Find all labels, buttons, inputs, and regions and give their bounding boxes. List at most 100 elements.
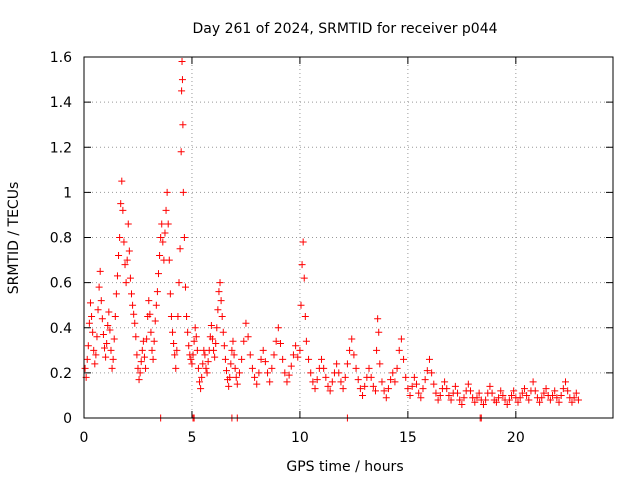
data-point [301, 312, 309, 320]
data-point [443, 385, 451, 393]
data-point [441, 378, 449, 386]
data-point [350, 351, 358, 359]
data-point [122, 279, 130, 287]
data-point [128, 290, 136, 298]
data-point [281, 369, 289, 377]
data-point [197, 385, 205, 393]
data-point [380, 387, 388, 395]
data-point [147, 328, 155, 336]
data-point [270, 351, 278, 359]
data-point [518, 389, 526, 397]
data-point [142, 364, 150, 372]
data-point [410, 373, 418, 381]
data-point [542, 385, 550, 393]
data-point [174, 312, 182, 320]
data-point [538, 394, 546, 402]
data-point [172, 364, 180, 372]
data-point [272, 337, 280, 345]
data-point [134, 364, 142, 372]
data-point [230, 351, 238, 359]
data-point [163, 188, 171, 196]
data-point [106, 326, 114, 334]
data-point [341, 373, 349, 381]
data-point [149, 355, 157, 363]
x-tick-label: 20 [507, 430, 525, 446]
data-point [96, 267, 104, 275]
data-point [570, 394, 578, 402]
data-point [176, 245, 184, 253]
data-point [365, 364, 373, 372]
data-point [226, 373, 234, 381]
data-point [167, 312, 175, 320]
data-point [208, 335, 216, 343]
data-point [259, 346, 267, 354]
data-point [553, 394, 561, 402]
data-point [201, 351, 209, 359]
data-point [248, 364, 256, 372]
data-point [408, 382, 416, 390]
data-point [109, 355, 117, 363]
x-axis-label: GPS time / hours [286, 459, 403, 475]
data-point [173, 346, 181, 354]
data-point [402, 373, 410, 381]
data-point [189, 351, 197, 359]
data-point [492, 398, 500, 406]
data-point [395, 346, 403, 354]
data-point [423, 367, 431, 375]
data-point [242, 319, 250, 327]
data-point [298, 261, 306, 269]
data-point [129, 301, 137, 309]
data-point [529, 378, 537, 386]
data-point [488, 389, 496, 397]
data-point [135, 376, 143, 384]
data-point [495, 394, 503, 402]
data-point [318, 355, 326, 363]
data-point [107, 346, 115, 354]
y-tick-label: 0.2 [50, 366, 72, 382]
data-point [520, 385, 528, 393]
data-point [178, 58, 186, 66]
data-point [482, 396, 490, 404]
data-point [85, 319, 93, 327]
data-point [551, 387, 559, 395]
data-point [171, 351, 179, 359]
data-point [91, 360, 99, 368]
data-point [419, 385, 427, 393]
data-point [428, 369, 436, 377]
data-point [204, 358, 212, 366]
data-point [508, 391, 516, 399]
grid-lines [84, 57, 613, 418]
data-point [232, 373, 240, 381]
data-point [374, 315, 382, 323]
data-point [525, 396, 533, 404]
data-point [113, 272, 121, 280]
data-point [244, 333, 252, 341]
data-point [146, 310, 154, 318]
data-point [302, 337, 310, 345]
data-point [213, 324, 221, 332]
data-point [132, 333, 140, 341]
data-point [169, 328, 177, 336]
data-point [198, 373, 206, 381]
data-point [505, 396, 513, 404]
data-point [294, 353, 302, 361]
data-point [367, 373, 375, 381]
data-point [557, 391, 565, 399]
data-point [574, 396, 582, 404]
data-point [274, 324, 282, 332]
data-point [339, 385, 347, 393]
y-tick-label: 1.6 [50, 50, 72, 66]
data-point [445, 391, 453, 399]
data-point [255, 369, 263, 377]
data-point [157, 234, 165, 241]
data-point [216, 279, 224, 287]
data-point [225, 382, 233, 390]
data-point [436, 391, 444, 399]
data-point [279, 355, 287, 363]
data-point [400, 355, 408, 363]
data-point [233, 380, 241, 388]
data-point [475, 389, 483, 397]
y-tick-label: 0.8 [50, 231, 72, 247]
data-point [99, 331, 107, 339]
